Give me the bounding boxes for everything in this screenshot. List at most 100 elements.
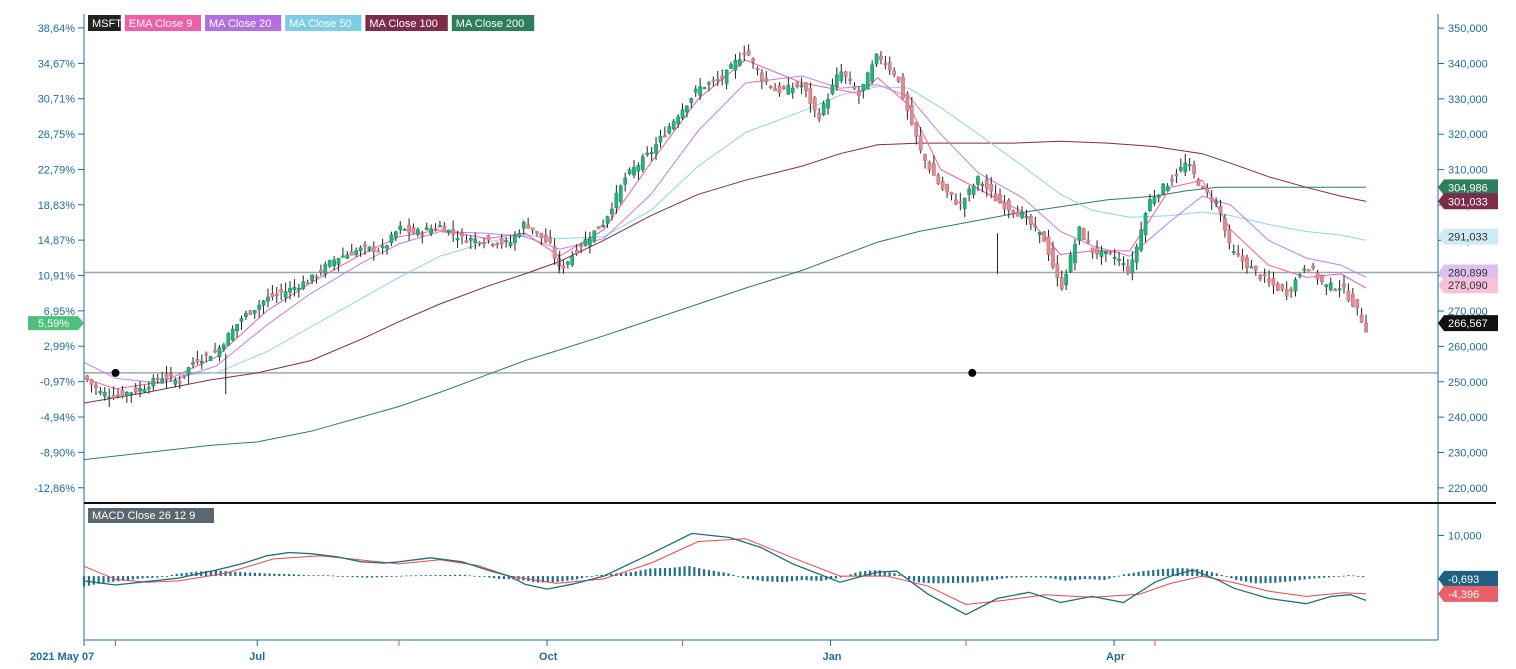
macd-hist-bar — [634, 571, 637, 577]
candle-up — [680, 109, 685, 119]
macd-hist-bar — [1308, 576, 1311, 579]
candle-down — [111, 394, 116, 399]
percent-tick-label: 38,64% — [38, 23, 76, 35]
macd-hist-bar — [239, 572, 242, 577]
price-badge-1-box — [1438, 193, 1498, 210]
macd-hist-bar — [1025, 576, 1028, 578]
macd-hist-bar — [273, 573, 276, 577]
macd-hist-bar — [966, 576, 969, 583]
x-tick-label: Jan — [823, 651, 842, 663]
candle-up — [288, 287, 292, 293]
macd-hist-bar — [1074, 576, 1077, 581]
marker-dot[interactable] — [968, 368, 977, 377]
price-badge-4-label: 278,090 — [1448, 280, 1488, 292]
macd-hist-bar — [1078, 576, 1082, 580]
macd-hist-bar — [312, 575, 315, 577]
candle-up — [618, 185, 623, 202]
candle-up — [504, 240, 508, 243]
candle-up — [614, 192, 619, 208]
candle-down — [1262, 274, 1267, 277]
candle-down — [552, 246, 557, 259]
price-badge-1-label: 301,033 — [1448, 196, 1488, 208]
percent-tick-label: 6,95% — [44, 306, 75, 318]
candlesticks — [85, 44, 1368, 408]
macd-hist-bar — [336, 575, 339, 577]
macd-hist-bar — [385, 576, 388, 578]
macd-hist-bar — [121, 576, 125, 581]
macd-hist-bar — [463, 574, 466, 577]
candle-up — [658, 135, 663, 143]
price-badge-5-box — [1438, 315, 1498, 332]
macd-hist-bar — [541, 576, 545, 583]
candle-up — [1152, 197, 1157, 204]
macd-hist-bar — [1127, 573, 1130, 577]
macd-hist-bar — [536, 576, 540, 583]
candle-down — [319, 269, 323, 273]
candle-down — [896, 76, 901, 82]
candle-up — [1117, 258, 1121, 261]
candle-down — [1253, 265, 1258, 271]
macd-panel[interactable] — [82, 532, 1367, 616]
candle-up — [870, 64, 874, 82]
candle-down — [279, 289, 284, 293]
candle-up — [627, 169, 632, 175]
macd-hist-bar — [1332, 576, 1336, 577]
macd-hist-bar — [165, 575, 169, 577]
macd-hist-bar — [834, 576, 838, 579]
macd-hist-bar — [683, 566, 686, 577]
macd-hist-bar — [790, 576, 794, 582]
candle-up — [266, 296, 270, 302]
candle-down — [914, 122, 919, 137]
macd-axis-ticks: 10,000 — [1438, 530, 1482, 542]
ma200-line — [83, 186, 1366, 461]
candle-down — [248, 310, 253, 315]
candle-down — [932, 163, 936, 176]
candle-up — [1068, 254, 1073, 273]
candle-up — [341, 255, 345, 258]
macd-hist-bar — [1352, 575, 1355, 577]
macd-hist-bar — [483, 576, 486, 577]
candle-down — [1196, 179, 1201, 187]
candle-up — [962, 198, 967, 209]
candle-up — [394, 231, 398, 238]
macd-hist-bar — [1196, 569, 1199, 577]
candle-down — [1201, 186, 1205, 189]
macd-hist-bar — [502, 576, 505, 580]
candle-down — [777, 85, 782, 94]
candle-up — [1161, 183, 1166, 195]
candle-up — [1249, 266, 1254, 269]
candle-up — [235, 323, 239, 332]
candle-down — [1350, 293, 1355, 307]
macd-hist-bar — [229, 571, 232, 577]
candle-up — [389, 234, 394, 244]
macd-hist-bar — [532, 576, 535, 582]
macd-hist-bar — [1137, 571, 1140, 577]
macd-hist-bar — [737, 576, 740, 577]
candle-down — [116, 394, 120, 397]
candle-down — [433, 228, 438, 231]
price-panel[interactable] — [83, 44, 1438, 461]
macd-hist-bar — [268, 573, 271, 577]
candle-down — [376, 250, 381, 253]
macd-hist-bar — [1313, 576, 1316, 579]
candle-down — [1006, 200, 1011, 211]
macd-hist-bar — [151, 576, 154, 578]
candle-up — [513, 235, 517, 244]
macd-hist-bar — [1113, 576, 1116, 578]
marker-dot[interactable] — [111, 368, 120, 377]
candle-up — [1324, 284, 1329, 288]
legend-label-4: MA Close 100 — [369, 18, 437, 30]
candle-up — [173, 380, 178, 385]
macd-hist-bar — [395, 576, 398, 577]
macd-hist-bar — [810, 576, 813, 581]
macd-hist-bar — [576, 576, 579, 580]
price-tick-label: 310,000 — [1448, 165, 1488, 177]
macd-hist-bar — [1000, 576, 1004, 579]
macd-line — [83, 532, 1367, 616]
candle-down — [1209, 197, 1214, 202]
candle-down — [155, 377, 160, 380]
macd-hist-bar — [571, 576, 574, 581]
legend-label-1: EMA Close 9 — [129, 18, 193, 30]
macd-hist-bar — [820, 576, 823, 581]
